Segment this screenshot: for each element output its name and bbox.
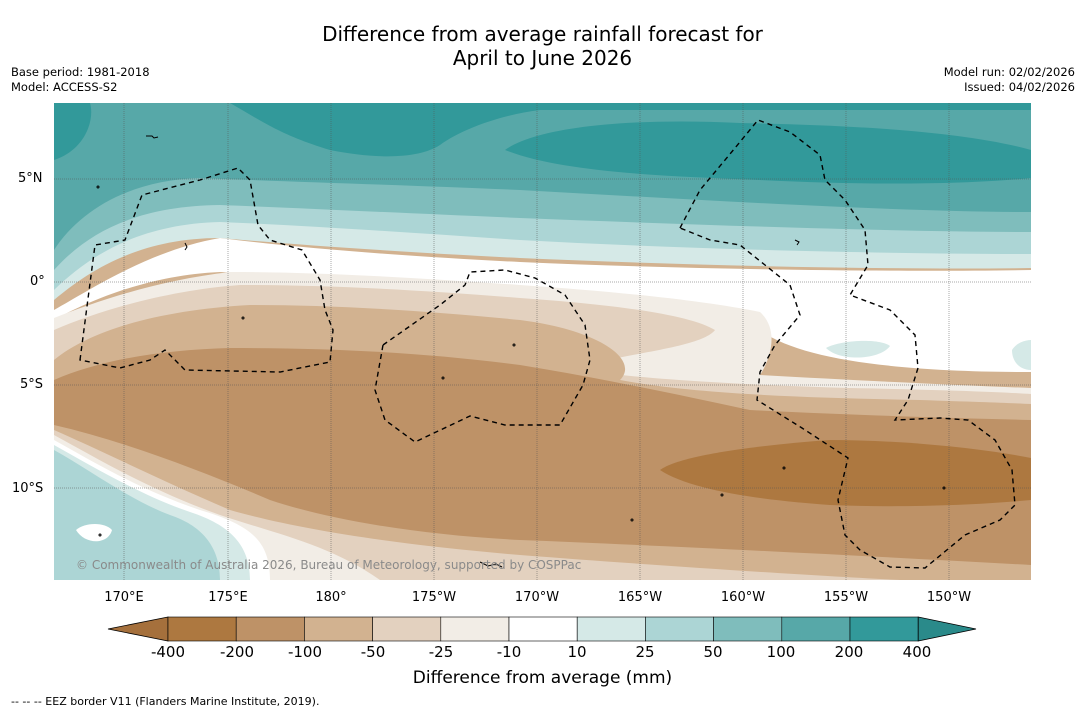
map-title: Difference from average rainfall forecas…	[0, 22, 1085, 70]
colorbar-label: 200	[834, 643, 864, 661]
colorbar-extend-low	[107, 616, 169, 642]
band-south-plus-25	[54, 450, 220, 580]
colorbar-label: -400	[150, 643, 186, 661]
colorbar-segment	[440, 616, 510, 642]
x-tick-160w: 160°W	[720, 590, 766, 605]
base-period: Base period: 1981-2018	[11, 65, 150, 79]
copyright-credit: © Commonwealth of Australia 2026, Bureau…	[76, 558, 582, 572]
x-tick-175w: 175°W	[411, 590, 457, 605]
colorbar-segment	[849, 616, 919, 642]
map-panel	[54, 103, 1031, 580]
colorbar-label: 50	[703, 643, 723, 661]
band-plus-200-west	[54, 103, 1031, 157]
colorbar-title: Difference from average (mm)	[412, 668, 673, 688]
y-tick-10s: 10°S	[12, 481, 44, 496]
x-tick-155w: 155°W	[823, 590, 869, 605]
colorbar-segment	[508, 616, 578, 642]
x-tick-170w: 170°W	[514, 590, 560, 605]
band-minus-200	[660, 440, 1031, 507]
title-line-2: April to June 2026	[452, 46, 633, 70]
colorbar-extend-high	[917, 616, 977, 642]
x-tick-165w: 165°W	[617, 590, 663, 605]
colorbar-label: -10	[496, 643, 522, 661]
y-tick-5s: 5°S	[20, 377, 44, 392]
east-wet-patch	[826, 340, 890, 358]
colorbar-label: 100	[766, 643, 796, 661]
colorbar	[107, 616, 977, 642]
band-plus-200-east	[505, 121, 1031, 184]
model-name: Model: ACCESS-S2	[11, 80, 118, 94]
x-tick-175e: 175°E	[208, 590, 248, 605]
south-white-patch	[76, 524, 112, 542]
colorbar-segment	[235, 616, 305, 642]
y-tick-0: 0°	[30, 274, 45, 289]
band-plus-200-corner	[54, 103, 92, 160]
meta-right: Model run: 02/02/2026 Issued: 04/02/2026	[944, 65, 1075, 95]
x-tick-150w: 150°W	[926, 590, 972, 605]
colorbar-segment	[304, 616, 373, 642]
colorbar-label: -50	[360, 643, 386, 661]
band-near-zero	[54, 238, 1031, 372]
colorbar-segment	[713, 616, 783, 642]
x-tick-180: 180°	[315, 590, 347, 605]
colorbar-segment	[576, 616, 646, 642]
colorbar-label: -25	[428, 643, 454, 661]
colorbar-segment	[781, 616, 851, 642]
model-run-date: Model run: 02/02/2026	[943, 65, 1075, 79]
colorbar-label: -200	[219, 643, 255, 661]
colorbar-label: 25	[635, 643, 655, 661]
colorbar-label: 400	[902, 643, 932, 661]
colorbar-label: -100	[287, 643, 323, 661]
issued-date: Issued: 04/02/2026	[964, 80, 1075, 94]
eez-footnote: -- -- -- EEZ border V11 (Flanders Marine…	[11, 695, 320, 708]
meta-left: Base period: 1981-2018 Model: ACCESS-S2	[11, 65, 150, 95]
eez-borders	[79, 119, 1016, 569]
colorbar-segment	[167, 616, 237, 642]
y-tick-5n: 5°N	[18, 171, 43, 186]
x-tick-170e: 170°E	[104, 590, 144, 605]
title-line-1: Difference from average rainfall forecas…	[322, 22, 763, 46]
colorbar-segment	[372, 616, 442, 642]
islands	[96, 135, 946, 568]
colorbar-label: 10	[567, 643, 587, 661]
edge-wet-patch	[1012, 340, 1031, 370]
colorbar-segment	[645, 616, 714, 642]
